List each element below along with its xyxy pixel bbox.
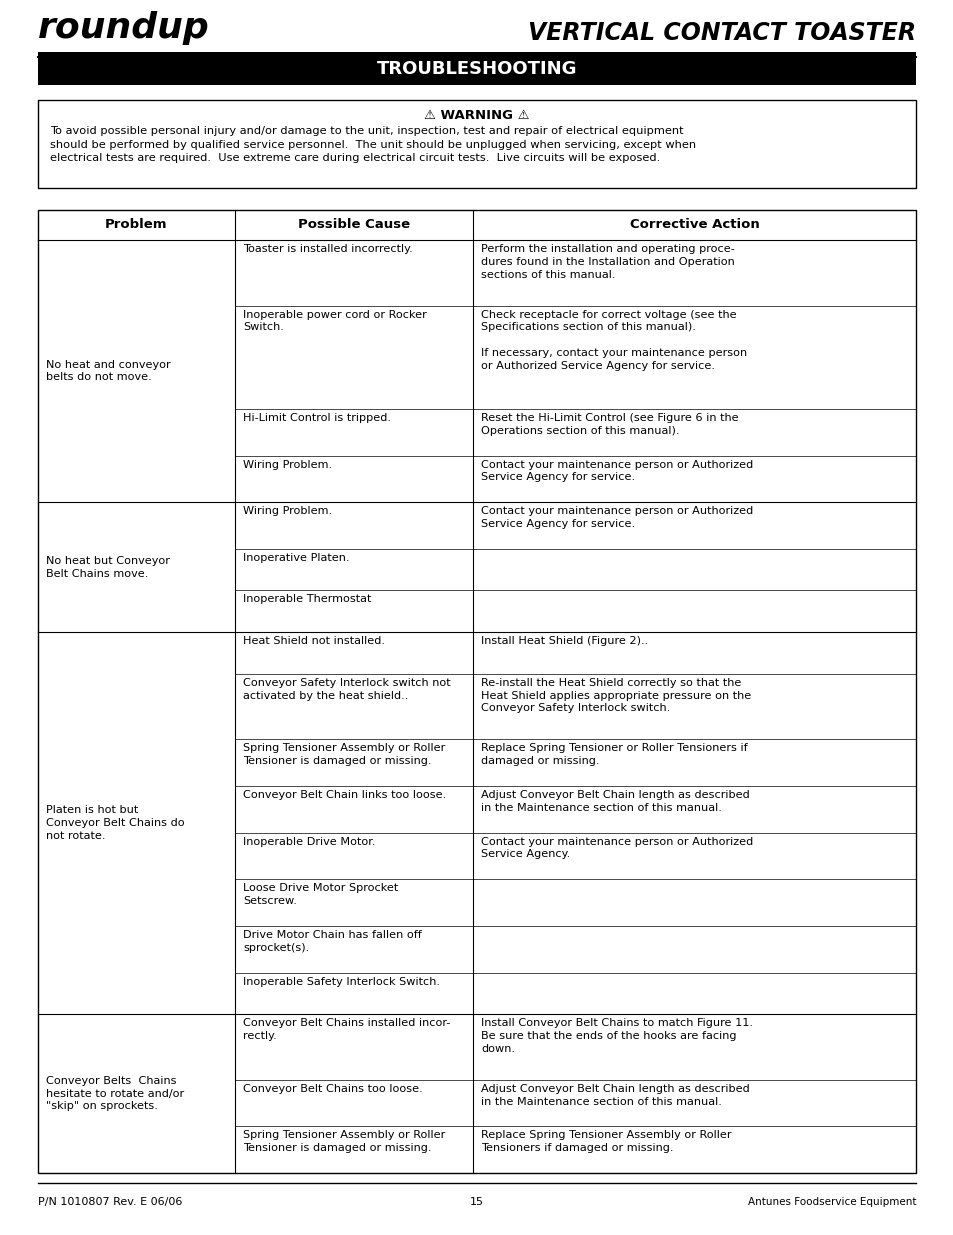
Text: No heat and conveyor
belts do not move.: No heat and conveyor belts do not move. — [46, 359, 171, 383]
Text: Spring Tensioner Assembly or Roller
Tensioner is damaged or missing.: Spring Tensioner Assembly or Roller Tens… — [243, 1130, 445, 1153]
Text: Wiring Problem.: Wiring Problem. — [243, 506, 332, 516]
Text: Loose Drive Motor Sprocket
Setscrew.: Loose Drive Motor Sprocket Setscrew. — [243, 883, 397, 906]
Text: roundup: roundup — [38, 11, 210, 44]
Text: Contact your maintenance person or Authorized
Service Agency.: Contact your maintenance person or Autho… — [480, 836, 753, 860]
Text: 15: 15 — [470, 1197, 483, 1207]
Text: ⚠ WARNING ⚠: ⚠ WARNING ⚠ — [424, 109, 529, 122]
Text: Replace Spring Tensioner Assembly or Roller
Tensioners if damaged or missing.: Replace Spring Tensioner Assembly or Rol… — [480, 1130, 731, 1153]
Text: Adjust Conveyor Belt Chain length as described
in the Maintenance section of thi: Adjust Conveyor Belt Chain length as des… — [480, 790, 749, 813]
Text: Install Heat Shield (Figure 2)..: Install Heat Shield (Figure 2).. — [480, 636, 648, 646]
Text: Conveyor Belts  Chains
hesitate to rotate and/or
"skip" on sprockets.: Conveyor Belts Chains hesitate to rotate… — [46, 1076, 184, 1112]
Text: Inoperable power cord or Rocker
Switch.: Inoperable power cord or Rocker Switch. — [243, 310, 426, 332]
Text: Possible Cause: Possible Cause — [297, 219, 410, 231]
Text: Reset the Hi-Limit Control (see Figure 6 in the
Operations section of this manua: Reset the Hi-Limit Control (see Figure 6… — [480, 412, 738, 436]
Text: Inoperable Safety Interlock Switch.: Inoperable Safety Interlock Switch. — [243, 977, 439, 987]
Text: Corrective Action: Corrective Action — [629, 219, 759, 231]
Text: Inoperable Thermostat: Inoperable Thermostat — [243, 594, 371, 604]
Text: Perform the installation and operating proce-
dures found in the Installation an: Perform the installation and operating p… — [480, 245, 734, 279]
Text: Adjust Conveyor Belt Chain length as described
in the Maintenance section of thi: Adjust Conveyor Belt Chain length as des… — [480, 1084, 749, 1107]
Text: To avoid possible personal injury and/or damage to the unit, inspection, test an: To avoid possible personal injury and/or… — [50, 126, 696, 163]
Text: Spring Tensioner Assembly or Roller
Tensioner is damaged or missing.: Spring Tensioner Assembly or Roller Tens… — [243, 743, 445, 766]
Text: Conveyor Belt Chains too loose.: Conveyor Belt Chains too loose. — [243, 1084, 422, 1094]
Text: TROUBLESHOOTING: TROUBLESHOOTING — [376, 59, 577, 78]
Text: Install Conveyor Belt Chains to match Figure 11.
Be sure that the ends of the ho: Install Conveyor Belt Chains to match Fi… — [480, 1018, 752, 1053]
Text: Check receptacle for correct voltage (see the
Specifications section of this man: Check receptacle for correct voltage (se… — [480, 310, 746, 370]
Text: Conveyor Belt Chains installed incor-
rectly.: Conveyor Belt Chains installed incor- re… — [243, 1018, 450, 1041]
Text: Platen is hot but
Conveyor Belt Chains do
not rotate.: Platen is hot but Conveyor Belt Chains d… — [46, 805, 185, 841]
Text: P/N 1010807 Rev. E 06/06: P/N 1010807 Rev. E 06/06 — [38, 1197, 182, 1207]
Bar — [38, 100, 915, 188]
Text: Inoperable Drive Motor.: Inoperable Drive Motor. — [243, 836, 375, 847]
Bar — [38, 210, 915, 1173]
Bar — [38, 52, 915, 85]
Text: Conveyor Safety Interlock switch not
activated by the heat shield..: Conveyor Safety Interlock switch not act… — [243, 678, 450, 700]
Text: Heat Shield not installed.: Heat Shield not installed. — [243, 636, 385, 646]
Text: Problem: Problem — [105, 219, 168, 231]
Text: Contact your maintenance person or Authorized
Service Agency for service.: Contact your maintenance person or Autho… — [480, 506, 753, 529]
Text: Hi-Limit Control is tripped.: Hi-Limit Control is tripped. — [243, 412, 391, 422]
Text: Antunes Foodservice Equipment: Antunes Foodservice Equipment — [747, 1197, 915, 1207]
Text: Contact your maintenance person or Authorized
Service Agency for service.: Contact your maintenance person or Autho… — [480, 459, 753, 483]
Text: Conveyor Belt Chain links too loose.: Conveyor Belt Chain links too loose. — [243, 790, 446, 800]
Text: Inoperative Platen.: Inoperative Platen. — [243, 553, 349, 563]
Text: Replace Spring Tensioner or Roller Tensioners if
damaged or missing.: Replace Spring Tensioner or Roller Tensi… — [480, 743, 747, 766]
Text: Wiring Problem.: Wiring Problem. — [243, 459, 332, 469]
Text: Drive Motor Chain has fallen off
sprocket(s).: Drive Motor Chain has fallen off sprocke… — [243, 930, 421, 952]
Text: No heat but Conveyor
Belt Chains move.: No heat but Conveyor Belt Chains move. — [46, 556, 170, 578]
Text: Toaster is installed incorrectly.: Toaster is installed incorrectly. — [243, 245, 413, 254]
Text: VERTICAL CONTACT TOASTER: VERTICAL CONTACT TOASTER — [527, 21, 915, 44]
Text: Re-install the Heat Shield correctly so that the
Heat Shield applies appropriate: Re-install the Heat Shield correctly so … — [480, 678, 750, 714]
